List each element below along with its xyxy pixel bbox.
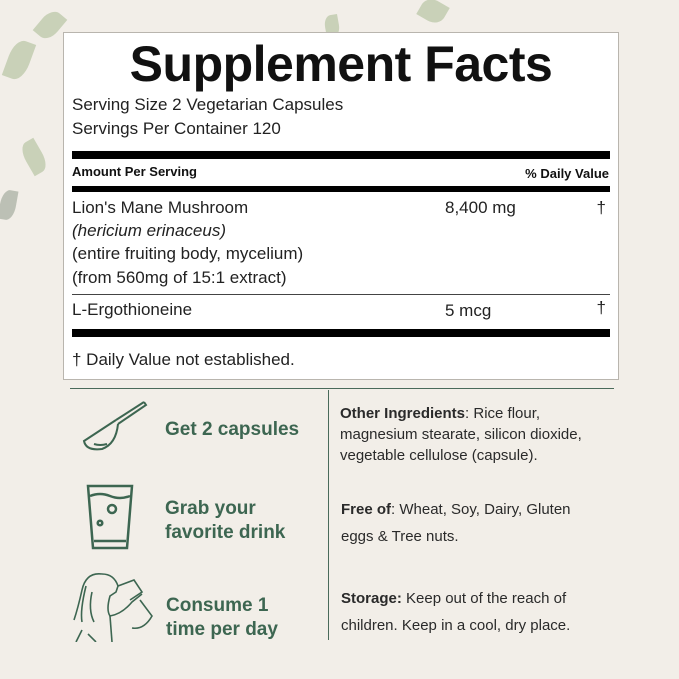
amount-header: Amount Per Serving bbox=[72, 164, 197, 179]
ingredient-amount: 8,400 mg bbox=[445, 198, 516, 217]
divider-thick bbox=[72, 186, 610, 192]
column-divider bbox=[328, 390, 329, 640]
woman-drinking-icon bbox=[73, 573, 153, 642]
step-text: Consume 1 time per day bbox=[166, 595, 278, 640]
divider-thin bbox=[72, 294, 610, 295]
ingredient-name: L-Ergothioneine bbox=[72, 300, 193, 319]
ingredient-dv: † bbox=[596, 198, 606, 217]
free-of: Free of: Wheat, Soy, Dairy, Gluten eggs … bbox=[341, 501, 571, 545]
glass-icon bbox=[86, 484, 134, 550]
ingredient-name: Lion's Mane Mushroom bbox=[72, 198, 249, 217]
ingredient-detail: (from 560mg of 15:1 extract) bbox=[72, 268, 287, 287]
ingredient-dv: † bbox=[596, 298, 606, 317]
step-text: Get 2 capsules bbox=[165, 419, 300, 440]
ingredient-detail: (entire fruiting body, mycelium) bbox=[72, 244, 304, 263]
footnote: † Daily Value not established. bbox=[72, 350, 295, 369]
ingredient-latin: (hericium erinaceus) bbox=[72, 221, 226, 240]
ingredient-amount: 5 mcg bbox=[445, 301, 492, 320]
serving-size: Serving Size 2 Vegetarian Capsules bbox=[72, 95, 344, 114]
scoop-icon bbox=[82, 401, 148, 451]
dv-header: % Daily Value bbox=[525, 166, 609, 181]
storage: Storage: Keep out of the reach of childr… bbox=[341, 590, 571, 634]
facts-title: Supplement Facts bbox=[129, 36, 553, 92]
divider-thick bbox=[72, 151, 610, 159]
supplement-facts-panel: Supplement Facts Serving Size 2 Vegetari… bbox=[63, 32, 619, 380]
step-text: Grab your favorite drink bbox=[165, 498, 286, 543]
section-divider bbox=[70, 388, 614, 389]
divider-thick bbox=[72, 329, 610, 337]
other-ingredients: Other Ingredients: Rice flour, magnesium… bbox=[340, 405, 582, 464]
servings-per-container: Servings Per Container 120 bbox=[72, 119, 281, 138]
